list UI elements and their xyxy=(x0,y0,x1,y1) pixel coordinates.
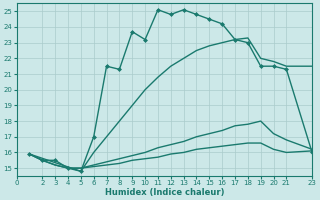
X-axis label: Humidex (Indice chaleur): Humidex (Indice chaleur) xyxy=(105,188,224,197)
